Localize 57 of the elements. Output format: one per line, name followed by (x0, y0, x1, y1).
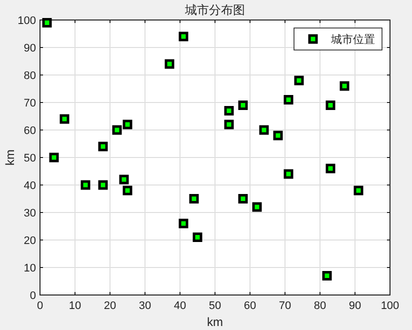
y-tick-label: 20 (24, 235, 36, 247)
point (80, 180, 90, 190)
point (252, 202, 262, 212)
x-tick-label: 40 (174, 300, 186, 312)
point (238, 100, 248, 110)
y-tick-label: 90 (24, 42, 36, 54)
point (284, 95, 294, 104)
point (259, 125, 269, 135)
point (49, 152, 59, 162)
y-tick-label: 70 (24, 98, 36, 110)
point (284, 169, 294, 179)
x-tick-label: 60 (244, 300, 256, 312)
point (112, 125, 122, 135)
y-axis-title: km (3, 150, 17, 166)
point (273, 130, 283, 140)
point (178, 32, 188, 42)
y-tick-label: 100 (18, 15, 36, 27)
point (326, 100, 336, 110)
point (42, 18, 52, 28)
point (178, 218, 188, 228)
legend: 城市位置 (294, 28, 382, 50)
y-tick-label: 10 (24, 262, 36, 274)
y-tick-label: 0 (30, 290, 36, 302)
x-tick-label: 0 (36, 300, 44, 312)
point (224, 120, 234, 130)
point (294, 76, 304, 86)
x-tick-label: 100 (380, 300, 400, 312)
point (340, 81, 350, 91)
y-tick-label: 60 (24, 125, 36, 137)
point (192, 232, 202, 242)
x-tick-label: 70 (278, 300, 292, 312)
point (122, 186, 132, 196)
point (60, 114, 70, 124)
point (98, 180, 108, 190)
x-tick-label: 10 (68, 300, 82, 312)
point (119, 174, 129, 184)
x-tick-label: 50 (208, 300, 222, 312)
x-tick-label: 90 (348, 300, 362, 312)
point (322, 271, 332, 280)
x-tick-label: 30 (138, 300, 152, 312)
point (224, 106, 234, 116)
point (326, 164, 336, 174)
x-tick-label: 20 (104, 300, 116, 312)
y-tick-label: 80 (24, 70, 36, 82)
point (354, 186, 364, 196)
point (238, 194, 248, 204)
point (164, 59, 174, 69)
y-tick-label: 40 (24, 180, 36, 192)
chart-title: 城市分布图 (184, 3, 245, 17)
y-tick-label: 30 (24, 208, 36, 220)
y-tick-label: 50 (24, 152, 36, 164)
point (122, 120, 132, 130)
point (189, 194, 199, 204)
legend-label: 城市位置 (330, 33, 375, 46)
x-axis-title: km (207, 315, 223, 329)
point (98, 142, 108, 152)
x-tick-label: 80 (314, 300, 326, 312)
